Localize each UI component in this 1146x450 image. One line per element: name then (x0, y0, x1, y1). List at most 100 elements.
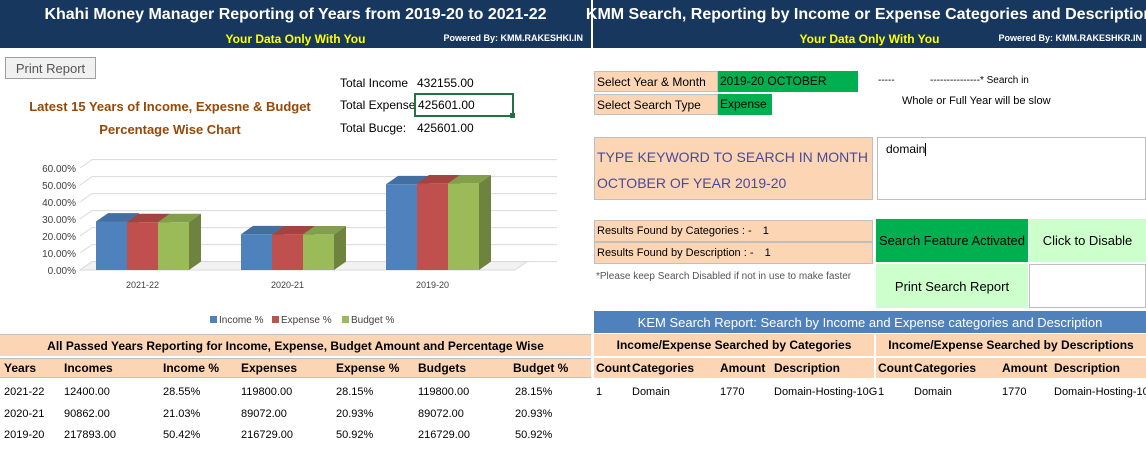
row-description: Domain-Hosting-10G (774, 386, 878, 398)
col-budgets: Budgets (418, 361, 466, 375)
years-table-title-text: All Passed Years Reporting for Income, E… (47, 338, 544, 353)
row-expense: 216729.00 (241, 429, 293, 441)
bar-side (189, 213, 201, 270)
row-count: 1 (596, 386, 603, 398)
col-categories: Categories (914, 361, 977, 375)
select-year-value[interactable]: 2019-20 OCTOBER (718, 71, 858, 92)
select-type-label: Select Search Type (594, 94, 718, 115)
bar-top (417, 175, 460, 184)
total-income-label: Total Income (340, 76, 409, 90)
search-warning: *Please keep Search Disabled if not in u… (596, 271, 852, 282)
table-row: 2019-20 217893.00 50.42% 216729.00 50.92… (0, 425, 591, 445)
search-note-line2: Whole or Full Year will be slow (902, 95, 1051, 107)
row-expense-pct: 50.92% (336, 429, 374, 441)
percentage-bar-chart: 0.00% 10.00% 20.00% 30.00% 40.00% 50.00% 60.00… (42, 159, 557, 326)
results-description: Results Found by Description : - 1 (594, 242, 873, 264)
row-category: Domain (914, 386, 952, 398)
y-tick-label: 50.00% (42, 181, 76, 192)
bar-side (334, 226, 346, 270)
text-cursor (925, 143, 927, 157)
click-to-disable-label: Click to Disable (1042, 233, 1133, 248)
col-categories: Categories (632, 361, 695, 375)
bar-top (158, 213, 201, 223)
click-to-disable-button[interactable]: Click to Disable (1029, 219, 1146, 262)
chart-title: Latest 15 Years of Income, Expesne & Bud… (10, 95, 330, 141)
row-year: 2021-22 (4, 386, 45, 398)
bar-top (303, 226, 346, 235)
row-budget: 89072.00 (418, 408, 464, 420)
results-description-label: Results Found by Description : - (597, 247, 754, 259)
bar (96, 221, 127, 270)
row-year: 2019-20 (4, 429, 45, 441)
search-status-text: Search Feature Activated (879, 233, 1025, 248)
left-title: Khahi Money Manager Reporting of Years f… (44, 6, 547, 23)
row-count: 1 (878, 386, 885, 398)
x-tick-label: 2021-22 (126, 280, 159, 290)
select-year-label: Select Year & Month (594, 71, 718, 92)
search-left-header: Count Categories Amount Description (594, 358, 874, 378)
keyword-value: domain (886, 142, 926, 156)
note-dashes: ----- (878, 75, 895, 86)
col-amount: Amount (1002, 361, 1048, 375)
gridline-depth (79, 193, 93, 203)
row-income-pct: 50.42% (163, 429, 201, 441)
y-tick-label: 20.00% (42, 232, 76, 243)
results-categories-count: 1 (762, 225, 769, 237)
total-expense-value[interactable]: 425601.00 (414, 93, 514, 117)
left-powered-by: Powered By: KMM.RAKESHKI.IN (443, 33, 583, 43)
print-report-button[interactable]: Print Report (5, 57, 96, 79)
select-type-value[interactable]: Expense (718, 94, 772, 115)
bar-top (241, 225, 284, 235)
print-search-report-button[interactable]: Print Search Report (876, 264, 1028, 308)
gridline-depth (79, 244, 93, 254)
right-subtitle: Your Data Only With You (799, 32, 940, 46)
row-income: 12400.00 (64, 386, 110, 398)
section-categories-title: Income/Expense Searched by Categories (616, 338, 852, 352)
keyword-prompt: TYPE KEYWORD TO SEARCH IN MONTH OCTOBER … (594, 137, 873, 200)
search-status: Search Feature Activated (876, 219, 1028, 262)
bar-top (127, 213, 170, 223)
total-expense-label: Total Expense (340, 98, 416, 112)
row-amount: 1770 (1002, 386, 1027, 398)
bar (448, 183, 479, 270)
bar (417, 183, 448, 270)
y-tick-label: 0.00% (48, 266, 76, 277)
col-years: Years (4, 361, 37, 375)
col-budget-pct: Budget % (513, 361, 569, 375)
gridline-depth (79, 227, 93, 237)
left-subtitle-bar: Your Data Only With You Powered By: KMM.… (0, 30, 591, 48)
chart-title-line2: Percentage Wise Chart (99, 122, 241, 137)
keyword-prompt-text: TYPE KEYWORD TO SEARCH IN MONTH OCTOBER … (597, 149, 868, 191)
col-incomes: Incomes (64, 361, 113, 375)
row-expense-pct: 28.15% (336, 386, 374, 398)
legend-swatch (210, 316, 217, 323)
bar (272, 234, 303, 270)
col-income-pct: Income % (163, 361, 220, 375)
row-budget-pct: 20.93% (515, 408, 553, 420)
empty-cell (1029, 264, 1146, 308)
col-count: Count (596, 361, 631, 375)
legend-label: Budget % (351, 315, 394, 326)
total-income-value: 432155.00 (417, 76, 474, 90)
legend-swatch (272, 316, 279, 323)
legend-label: Income % (219, 315, 264, 326)
bar (386, 184, 417, 270)
row-income: 90862.00 (64, 408, 110, 420)
row-description: Domain-Hosting-10 (1054, 386, 1146, 398)
years-table-title: All Passed Years Reporting for Income, E… (0, 334, 591, 356)
bar (158, 222, 189, 270)
keyword-search-input[interactable]: domain (877, 137, 1146, 200)
row-budget: 216729.00 (418, 429, 470, 441)
y-tick-label: 30.00% (42, 215, 76, 226)
section-categories: Income/Expense Searched by Categories (594, 334, 874, 356)
row-year: 2020-21 (4, 408, 45, 420)
results-description-count: 1 (764, 247, 771, 259)
col-count: Count (878, 361, 913, 375)
section-descriptions-title: Income/Expense Searched by Descriptions (888, 338, 1134, 352)
col-expense-pct: Expense % (336, 361, 400, 375)
cell-fill-handle[interactable] (510, 113, 515, 118)
table-row: 1 Domain 1770 Domain-Hosting-10 (876, 382, 1146, 402)
gridline-depth (79, 176, 93, 186)
y-tick-label: 10.00% (42, 249, 76, 260)
row-expense-pct: 20.93% (336, 408, 374, 420)
